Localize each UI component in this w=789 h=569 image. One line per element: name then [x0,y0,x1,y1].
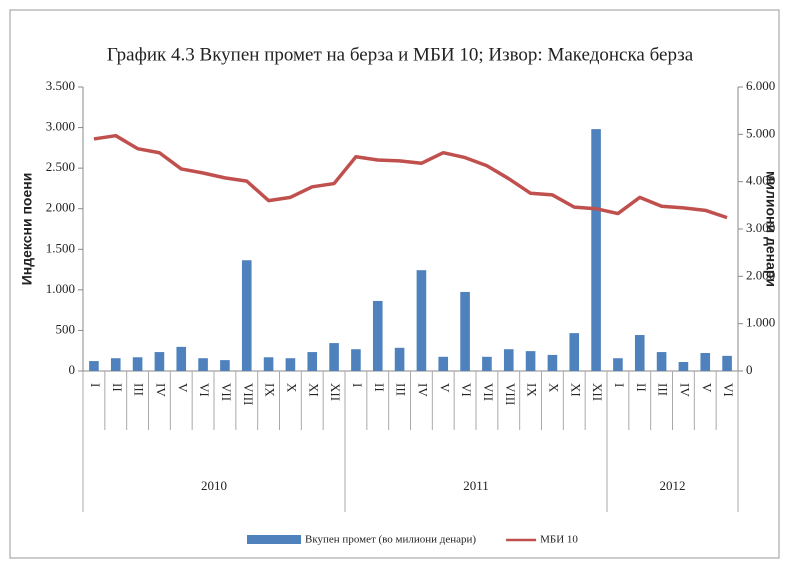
x-tick-label: IV [415,383,430,397]
bar [307,352,318,371]
bar [438,356,449,371]
group-label: 2012 [660,478,686,493]
x-tick-label: IX [525,383,540,397]
x-tick-label: III [394,383,409,396]
bar [89,361,99,371]
bar [569,333,580,371]
bar [329,343,339,371]
x-tick-label: II [634,383,649,392]
y2-axis-title: милиони денари [763,171,779,287]
x-tick-label: IV [677,383,692,397]
bar [176,346,187,371]
bar [285,358,296,371]
x-tick-label: XII [328,383,343,401]
x-tick-label: XII [590,383,605,401]
legend: Вкупен промет (во милиони денари) МБИ 10 [247,534,578,546]
bar [110,358,121,371]
y-tick-label: 1.000 [46,281,75,296]
bar [372,300,383,371]
y-tick-label: 500 [56,321,76,336]
line [93,133,728,220]
bar [241,260,252,371]
x-tick-label: I [88,383,103,387]
legend-label: МБИ 10 [540,534,578,546]
x-tick-label: IX [263,383,278,397]
x-tick-label: V [437,383,452,393]
bar [220,360,230,371]
x-tick-label: VIII [241,383,256,405]
y-axis-title: Индексни поени [19,173,35,286]
chart-title: График 4.3 Вкупен промет на берза и МБИ … [107,44,694,65]
x-tick-label: VII [481,383,496,401]
y2-tick-label: 5.000 [746,125,775,140]
group-label: 2010 [201,478,227,493]
x-tick-label: I [350,383,365,387]
x-tick-label: VII [219,383,234,401]
bar [351,349,361,371]
x-tick-label: V [699,383,714,393]
bar [416,270,427,371]
y-tick-label: 3.500 [46,78,75,93]
bar [656,352,667,371]
y2-tick-label: 4.000 [746,173,775,188]
bar [525,351,536,371]
x-tick-label: X [284,383,299,393]
x-tick-label: V [175,383,190,393]
legend-label: Вкупен промет (во милиони денари) [305,534,476,546]
bar [503,349,514,371]
x-tick-label: VI [459,383,474,397]
x-tick-label: III [132,383,147,396]
y2-tick-label: 2.000 [746,267,775,282]
y-tick-label: 2.000 [46,200,75,215]
bar [394,347,405,371]
x-tick-label: XI [306,383,321,397]
y-tick-label: 1.500 [46,240,75,255]
bar [634,335,645,371]
group-label: 2011 [463,478,489,493]
x-tick-label: IV [153,383,168,397]
y2-tick-label: 6.000 [746,78,775,93]
y-tick-label: 2.500 [46,159,75,174]
x-tick-label: X [546,383,561,393]
x-tick-label: VI [721,383,736,397]
bar [547,354,558,371]
y2-tick-label: 1.000 [746,315,775,330]
x-tick-label: I [612,383,627,387]
legend-swatch [247,535,301,544]
bar [154,352,165,371]
y2-tick-label: 0 [746,362,753,377]
bar [263,357,274,371]
bar [460,291,470,371]
x-tick-label: II [110,383,125,392]
bar [198,358,208,371]
chart-frame [9,9,780,559]
x-tick-label: VIII [503,383,518,405]
y-tick-label: 0 [69,362,76,377]
bar [482,356,492,371]
bar [722,355,732,371]
x-tick-label: VI [197,383,212,397]
bar [132,357,143,371]
bar [700,353,711,371]
x-tick-label: II [372,383,387,392]
x-tick-label: III [656,383,671,396]
bar [613,358,623,371]
bar [678,362,689,371]
y2-tick-label: 3.000 [746,220,775,235]
bar [591,129,601,371]
y-tick-label: 3.000 [46,119,75,134]
x-tick-label: XI [568,383,583,397]
